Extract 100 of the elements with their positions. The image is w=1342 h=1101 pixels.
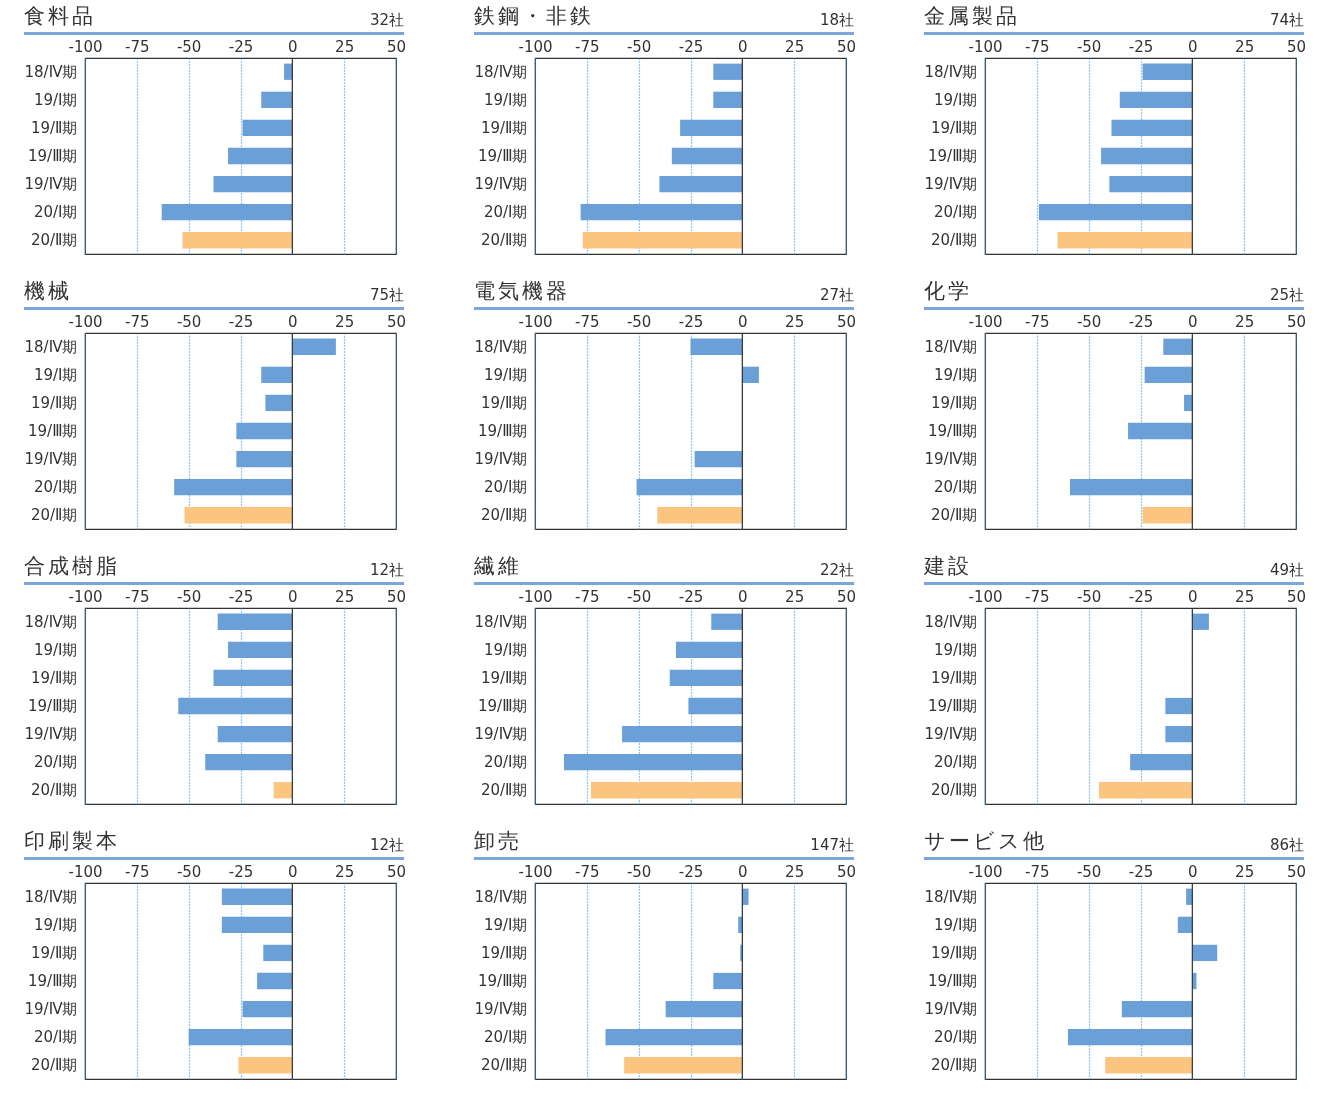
x-tick-label: 50 bbox=[386, 587, 407, 606]
y-tick-label: 19/Ⅰ期 bbox=[933, 90, 978, 109]
x-tick-label: 0 bbox=[738, 312, 748, 331]
y-tick-label: 19/Ⅲ期 bbox=[478, 422, 528, 440]
bar bbox=[1177, 916, 1193, 933]
chart-subtitle: 12社 bbox=[369, 836, 404, 855]
y-tick-label: 19/Ⅳ期 bbox=[474, 175, 528, 194]
x-tick-label: -75 bbox=[575, 312, 600, 331]
y-tick-label: 19/Ⅲ期 bbox=[28, 697, 78, 715]
x-tick-label: -25 bbox=[1128, 312, 1154, 331]
y-tick-label: 18/Ⅳ期 bbox=[924, 887, 978, 906]
x-tick-label: -25 bbox=[678, 37, 704, 56]
chart-subtitle: 86社 bbox=[1269, 836, 1304, 855]
y-tick-label: 20/Ⅱ期 bbox=[30, 781, 78, 800]
y-tick-label: 19/Ⅱ期 bbox=[30, 393, 78, 412]
y-tick-label: 19/Ⅱ期 bbox=[480, 118, 528, 137]
chart-title: 機械 bbox=[24, 278, 72, 305]
x-tick-label: -50 bbox=[626, 587, 652, 606]
y-tick-label: 20/Ⅰ期 bbox=[483, 203, 528, 222]
y-tick-label: 20/Ⅱ期 bbox=[480, 231, 528, 250]
y-tick-label: 19/Ⅱ期 bbox=[30, 668, 78, 687]
y-tick-label: 20/Ⅰ期 bbox=[933, 1028, 978, 1047]
x-tick-label: -75 bbox=[1025, 862, 1050, 881]
y-tick-label: 19/Ⅳ期 bbox=[24, 175, 78, 194]
x-tick-label: 0 bbox=[1188, 37, 1198, 56]
y-tick-label: 20/Ⅱ期 bbox=[30, 1056, 78, 1075]
x-tick-label: 25 bbox=[1235, 862, 1255, 881]
bar bbox=[1105, 1057, 1193, 1074]
y-tick-label: 19/Ⅰ期 bbox=[33, 640, 78, 659]
x-tick-label: -25 bbox=[1128, 587, 1154, 606]
chart-title: 印刷製本 bbox=[24, 828, 120, 855]
chart-subtitle: 32社 bbox=[369, 11, 404, 30]
x-tick-label: -100 bbox=[68, 312, 103, 331]
y-tick-label: 19/Ⅰ期 bbox=[933, 915, 978, 934]
y-tick-label: 18/Ⅳ期 bbox=[24, 887, 78, 906]
y-tick-label: 19/Ⅱ期 bbox=[930, 943, 978, 962]
x-tick-label: 0 bbox=[1188, 862, 1198, 881]
x-tick-label: 25 bbox=[1235, 37, 1255, 56]
chart-subtitle: 75社 bbox=[369, 286, 404, 305]
x-tick-label: 0 bbox=[738, 587, 748, 606]
y-tick-label: 20/Ⅱ期 bbox=[30, 231, 78, 250]
x-tick-label: -50 bbox=[176, 587, 202, 606]
y-tick-label: 19/Ⅲ期 bbox=[928, 147, 978, 165]
y-tick-label: 20/Ⅰ期 bbox=[483, 753, 528, 772]
chart-title: 合成樹脂 bbox=[24, 553, 120, 580]
x-tick-label: 0 bbox=[288, 862, 298, 881]
y-tick-label: 20/Ⅱ期 bbox=[480, 1056, 528, 1075]
x-tick-label: 25 bbox=[335, 312, 355, 331]
x-tick-label: 25 bbox=[785, 312, 805, 331]
chart-title: 金属製品 bbox=[924, 3, 1020, 30]
y-tick-label: 18/Ⅳ期 bbox=[474, 612, 528, 631]
x-tick-label: -75 bbox=[575, 862, 600, 881]
x-tick-label: -25 bbox=[1128, 862, 1154, 881]
y-tick-label: 19/Ⅱ期 bbox=[30, 118, 78, 137]
y-tick-label: 19/Ⅳ期 bbox=[474, 725, 528, 744]
y-tick-label: 19/Ⅳ期 bbox=[24, 1000, 78, 1019]
y-tick-label: 19/Ⅲ期 bbox=[478, 972, 528, 990]
bar bbox=[1186, 888, 1193, 905]
y-tick-label: 19/Ⅳ期 bbox=[24, 725, 78, 744]
chart-subtitle: 22社 bbox=[819, 561, 854, 580]
y-tick-label: 19/Ⅲ期 bbox=[28, 422, 78, 440]
x-tick-label: -100 bbox=[518, 37, 553, 56]
x-tick-label: 0 bbox=[738, 37, 748, 56]
y-tick-label: 19/Ⅰ期 bbox=[33, 365, 78, 384]
x-tick-label: 25 bbox=[785, 587, 805, 606]
x-tick-label: -50 bbox=[176, 37, 202, 56]
x-tick-label: -75 bbox=[125, 862, 150, 881]
x-tick-label: -100 bbox=[968, 862, 1003, 881]
y-tick-label: 20/Ⅱ期 bbox=[30, 506, 78, 525]
y-tick-label: 20/Ⅱ期 bbox=[930, 506, 978, 525]
x-tick-label: -100 bbox=[68, 587, 103, 606]
x-tick-label: -25 bbox=[1128, 37, 1154, 56]
y-tick-label: 18/Ⅳ期 bbox=[24, 612, 78, 631]
y-tick-label: 20/Ⅱ期 bbox=[930, 781, 978, 800]
y-tick-label: 19/Ⅱ期 bbox=[930, 668, 978, 687]
y-tick-label: 20/Ⅰ期 bbox=[933, 478, 978, 497]
y-tick-label: 19/Ⅰ期 bbox=[483, 915, 528, 934]
y-tick-label: 18/Ⅳ期 bbox=[924, 612, 978, 631]
x-tick-label: 25 bbox=[335, 862, 355, 881]
x-tick-label: -25 bbox=[678, 312, 704, 331]
x-tick-label: 50 bbox=[1286, 312, 1307, 331]
y-tick-label: 19/Ⅰ期 bbox=[33, 915, 78, 934]
x-tick-label: 0 bbox=[288, 587, 298, 606]
y-tick-label: 19/Ⅲ期 bbox=[928, 697, 978, 715]
y-tick-label: 19/Ⅱ期 bbox=[480, 668, 528, 687]
y-tick-label: 19/Ⅲ期 bbox=[478, 147, 528, 165]
x-tick-label: 25 bbox=[1235, 587, 1255, 606]
x-tick-label: 50 bbox=[836, 37, 857, 56]
bar bbox=[1121, 1000, 1193, 1018]
x-tick-label: 0 bbox=[1188, 587, 1198, 606]
chart-subtitle: 74社 bbox=[1269, 11, 1304, 30]
x-tick-label: -50 bbox=[1076, 37, 1102, 56]
y-tick-label: 20/Ⅱ期 bbox=[480, 506, 528, 525]
chart-subtitle: 147社 bbox=[810, 836, 854, 855]
x-tick-label: -50 bbox=[176, 862, 202, 881]
x-tick-label: 25 bbox=[335, 37, 355, 56]
y-tick-label: 19/Ⅳ期 bbox=[924, 175, 978, 194]
y-tick-label: 20/Ⅱ期 bbox=[930, 1056, 978, 1075]
y-tick-label: 20/Ⅰ期 bbox=[483, 478, 528, 497]
x-tick-label: 0 bbox=[738, 862, 748, 881]
